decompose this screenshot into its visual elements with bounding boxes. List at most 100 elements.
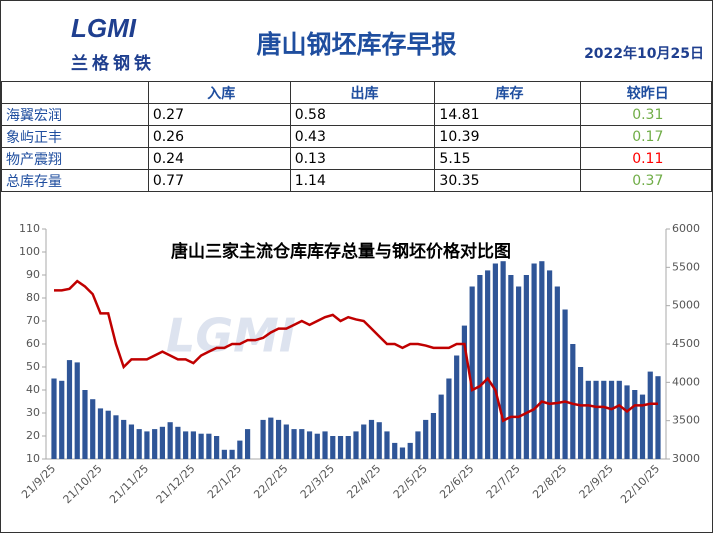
bar [275, 419, 282, 459]
x-tick-label: 21/12/25 [153, 462, 197, 506]
x-tick-label: 22/4/25 [344, 462, 383, 501]
bar [97, 408, 104, 459]
bar [291, 429, 297, 459]
bar [376, 422, 382, 459]
bar [353, 431, 359, 459]
bar [361, 424, 367, 459]
bar [477, 275, 483, 459]
bar [438, 394, 444, 459]
bar [392, 442, 398, 459]
x-tick-label: 21/9/25 [19, 462, 58, 501]
bar [128, 424, 135, 459]
brand: 兰格钢铁 [71, 54, 155, 73]
y-tick-label: 100 [19, 245, 40, 258]
x-tick-label: 22/5/25 [391, 462, 430, 501]
cell: 0.77 [147, 169, 291, 192]
y2-tick-label: 4500 [672, 337, 700, 350]
bar [430, 413, 437, 459]
bar [206, 433, 212, 459]
y-tick-label: 70 [26, 314, 40, 327]
bar [570, 344, 576, 459]
bar [330, 436, 336, 459]
x-tick-label: 21/11/25 [107, 462, 151, 506]
bar [221, 449, 227, 459]
y2-tick-label: 5000 [672, 299, 700, 312]
bar [229, 449, 235, 459]
x-tick-label: 22/7/25 [484, 462, 523, 501]
bar [105, 410, 111, 459]
bar [244, 429, 251, 459]
bar [337, 436, 344, 459]
header: LGMI 兰格钢铁 唐山钢坯库存早报 2022年10月25日 [1, 1, 712, 82]
y-tick-label: 30 [26, 406, 40, 419]
y-tick-label: 90 [26, 268, 40, 281]
x-tick-label: 22/6/25 [437, 462, 476, 501]
cell: 0.37 [579, 169, 712, 192]
row-label: 总库存量 [1, 169, 149, 192]
cell: 1.14 [289, 169, 436, 192]
chart-title: 唐山三家主流仓库库存总量与钢坯价格对比图 [171, 241, 511, 261]
x-tick-label: 22/10/25 [618, 462, 662, 506]
bar [655, 376, 661, 459]
bar [585, 380, 591, 459]
bar [639, 394, 646, 459]
bar [283, 424, 289, 459]
bar [237, 440, 243, 459]
bar [399, 447, 406, 459]
bar [167, 422, 173, 459]
bar [454, 355, 460, 459]
row: 海翼宏润 0.27 0.58 14.81 0.31 [1, 103, 712, 126]
bar [577, 367, 584, 459]
bar [299, 429, 305, 459]
cell: 10.39 [434, 125, 581, 148]
bar [314, 433, 320, 459]
bar [74, 362, 80, 459]
y2-tick-label: 6000 [672, 222, 700, 235]
y-tick-label: 50 [26, 360, 40, 373]
x-tick-label: 22/8/25 [530, 462, 569, 501]
bar [121, 419, 127, 459]
bar [508, 275, 514, 459]
y-tick-label: 60 [26, 337, 40, 350]
bar [624, 385, 630, 459]
bar [523, 275, 529, 459]
bar [492, 263, 498, 459]
watermark: LGMI [166, 309, 296, 363]
bar [616, 380, 622, 459]
bar [306, 431, 313, 459]
cell: 30.35 [434, 169, 581, 192]
bar [260, 419, 266, 459]
y2-tick-label: 3500 [672, 414, 700, 427]
bar [190, 431, 196, 459]
x-tick-label: 22/2/25 [251, 462, 290, 501]
line [54, 279, 658, 423]
bar [144, 431, 150, 459]
bar [601, 380, 607, 459]
cell: 0.31 [579, 103, 712, 126]
bar [90, 399, 96, 459]
bar [136, 429, 142, 459]
y2-tick-label: 5500 [672, 260, 700, 273]
bar [198, 433, 204, 459]
bar [469, 286, 475, 459]
x-tick-label: 22/1/25 [205, 462, 244, 501]
y-tick-label: 10 [26, 452, 40, 465]
date: 2022年10月25日 [584, 46, 704, 62]
y-tick-label: 110 [19, 222, 40, 235]
bar [608, 380, 615, 459]
bar [539, 261, 545, 459]
bar [485, 270, 491, 459]
bar [51, 378, 57, 459]
bar [423, 419, 429, 459]
bar [546, 270, 553, 459]
bar [415, 431, 421, 459]
bar [647, 371, 653, 459]
bar [531, 263, 537, 459]
x-tick-label: 22/3/25 [298, 462, 337, 501]
y2-tick-label: 3000 [672, 452, 700, 465]
x-tick-label: 21/10/25 [61, 462, 105, 506]
bar [368, 419, 375, 459]
y-tick-label: 80 [26, 291, 40, 304]
